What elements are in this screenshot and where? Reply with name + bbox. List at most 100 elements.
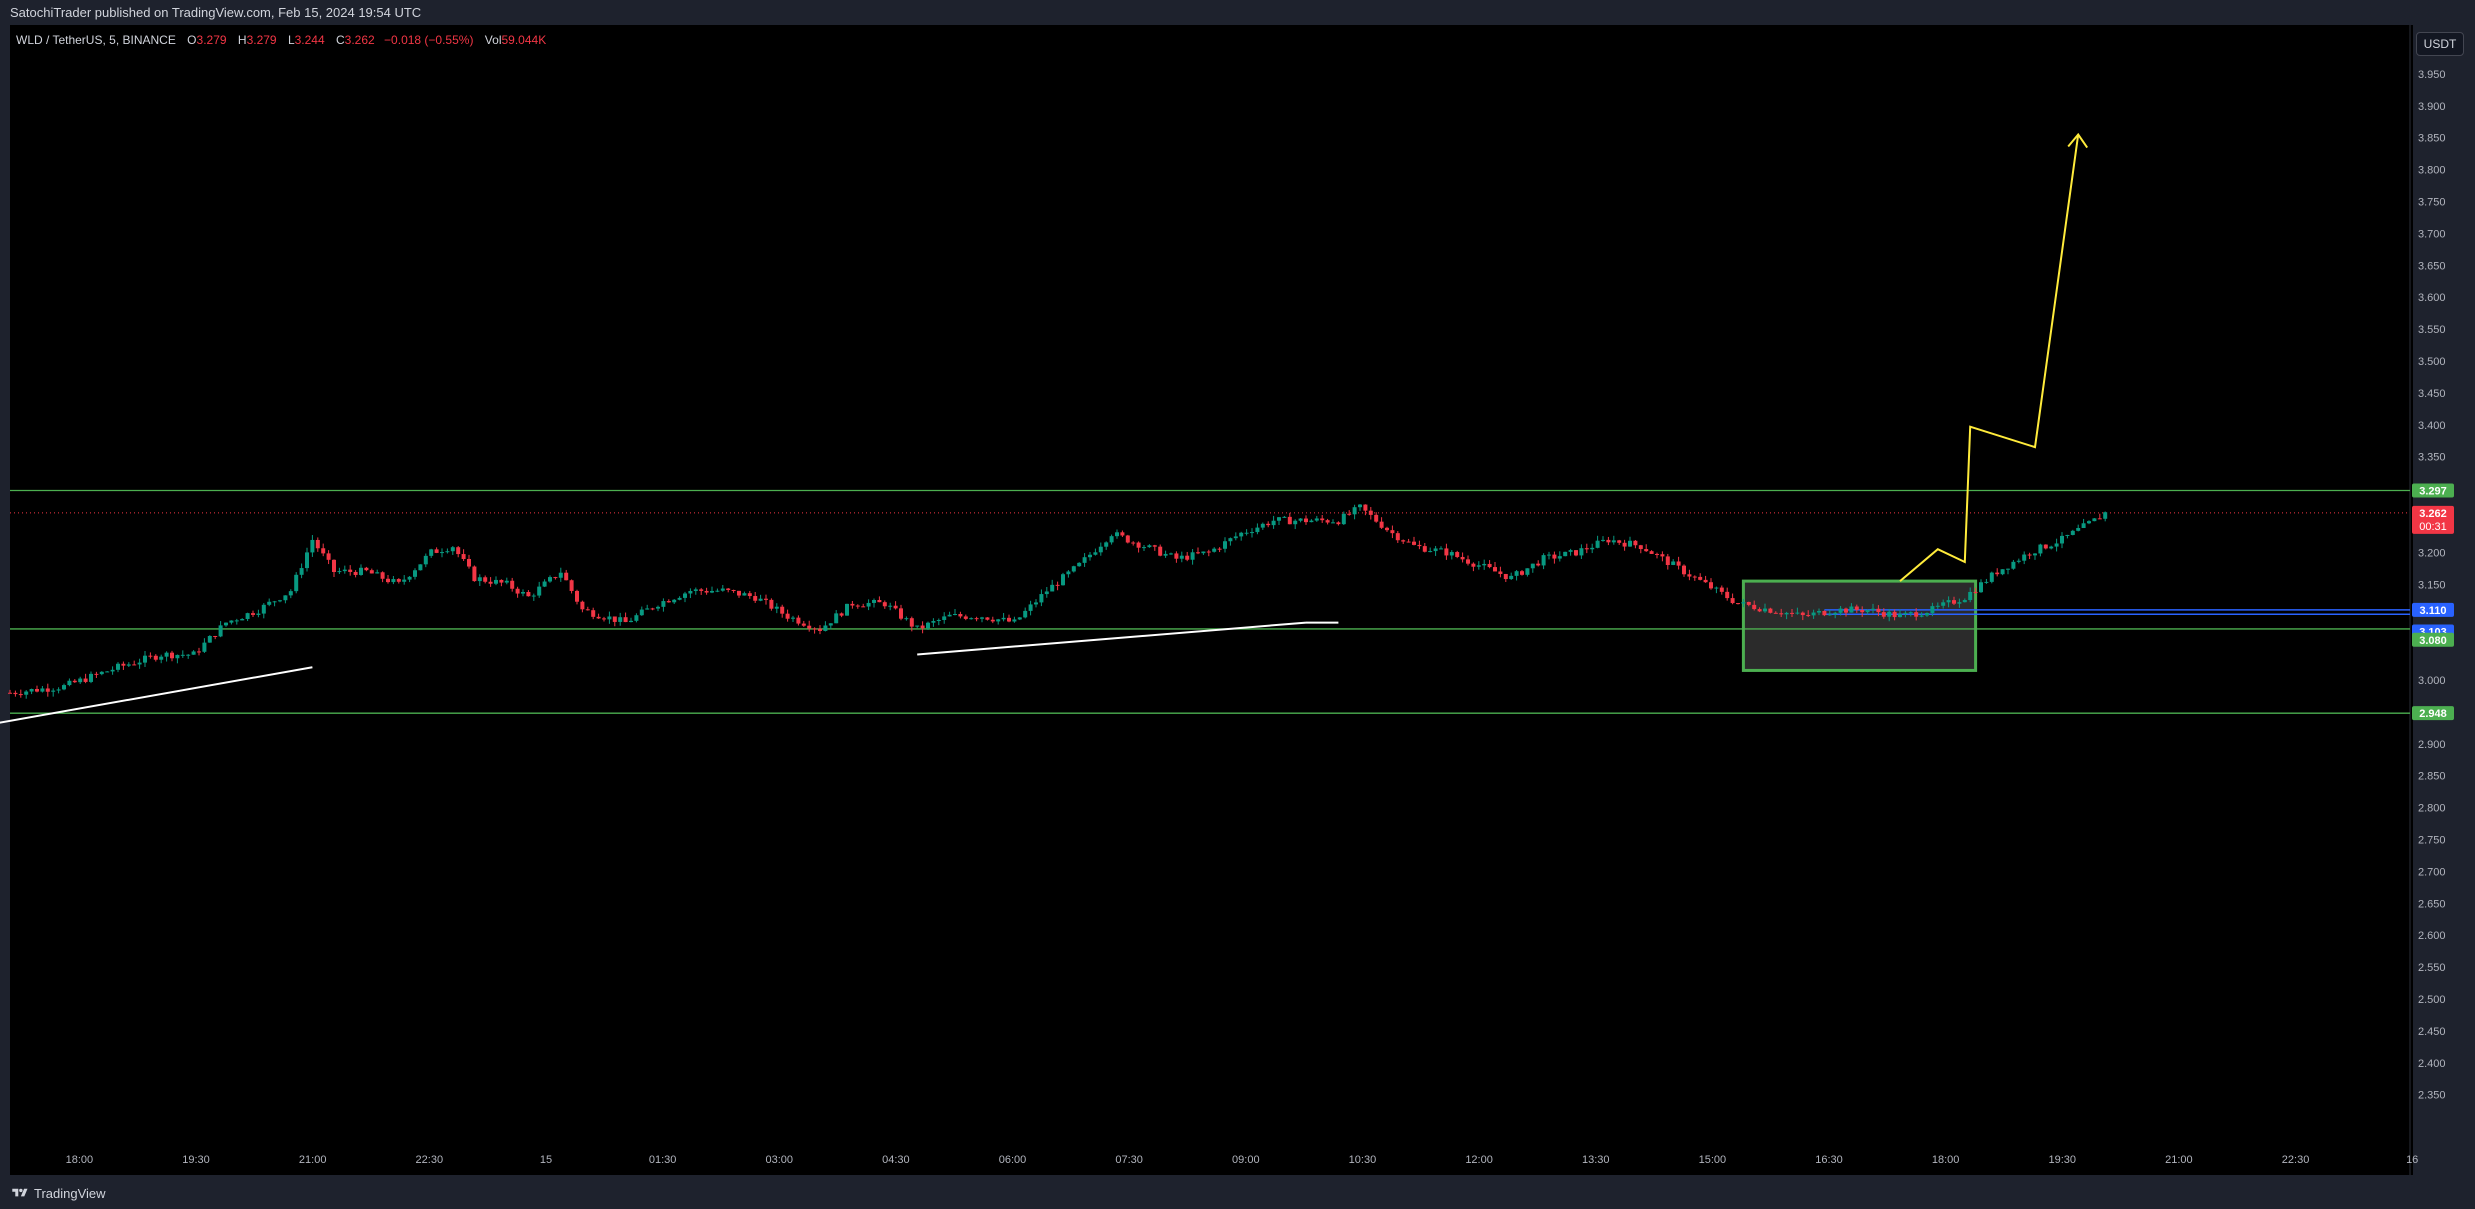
candle — [1746, 601, 1751, 607]
candle-body — [1309, 520, 1314, 523]
candle-body — [2016, 560, 2021, 562]
candle — [1563, 551, 1568, 557]
candle — [418, 564, 423, 571]
candle-body — [83, 678, 88, 682]
y-tick-label: 3.150 — [2418, 579, 2446, 591]
candle-body — [78, 678, 83, 683]
candle-body — [1520, 571, 1524, 575]
current-price-badge-countdown: 00:31 — [2419, 521, 2447, 533]
high-label: H — [237, 33, 247, 47]
candle — [2011, 559, 2016, 570]
candle — [1071, 565, 1076, 573]
low-label: L — [287, 33, 295, 47]
candle — [1390, 525, 1395, 539]
candle-body — [1817, 610, 1821, 613]
candle — [1212, 547, 1217, 553]
candle — [1811, 609, 1816, 619]
candle-body — [72, 680, 77, 683]
candle-body — [213, 635, 218, 637]
candle-body — [1536, 563, 1541, 566]
candle — [764, 594, 768, 605]
candle — [1552, 551, 1557, 564]
candle-body — [380, 572, 385, 579]
x-tick-label: 09:00 — [1232, 1154, 1260, 1166]
candle-body — [1622, 542, 1627, 547]
tradingview-logo-icon[interactable] — [10, 1187, 30, 1199]
candle — [342, 565, 347, 574]
candle — [580, 600, 585, 613]
candle — [510, 577, 515, 592]
candle-body — [1568, 550, 1573, 552]
y-tick-label: 3.200 — [2418, 547, 2446, 559]
blue-level-badge-bg — [2412, 602, 2454, 617]
candle — [116, 662, 120, 673]
candle — [1773, 611, 1778, 614]
candle-body — [1001, 617, 1006, 620]
open-label: O — [187, 33, 197, 47]
candle — [310, 535, 315, 557]
candle-body — [1649, 551, 1654, 554]
candle-body — [494, 579, 498, 584]
candle-body — [1028, 604, 1033, 611]
x-tick-label: 15 — [540, 1154, 552, 1166]
candle — [688, 588, 693, 599]
x-tick-label: 15:00 — [1699, 1154, 1727, 1166]
symbol-title[interactable]: WLD / TetherUS, 5, BINANCE — [16, 33, 176, 47]
candle — [969, 617, 974, 620]
candle — [1530, 563, 1535, 573]
candle — [1865, 609, 1870, 615]
y-tick-label: 2.350 — [2418, 1090, 2446, 1102]
close-value: 3.262 — [344, 33, 375, 47]
candle-body — [1779, 613, 1784, 615]
candle-body — [661, 601, 666, 607]
candle-body — [1476, 565, 1481, 567]
candle-body — [197, 651, 201, 653]
candle-body — [575, 590, 579, 602]
candle-body — [35, 689, 39, 692]
candle-body — [1682, 565, 1686, 575]
candle-body — [229, 620, 234, 623]
candle — [920, 621, 925, 634]
candle — [359, 564, 363, 576]
candle — [321, 543, 326, 557]
candle-body — [796, 617, 801, 624]
candle — [99, 671, 104, 676]
currency-unit-button[interactable]: USDT — [2416, 32, 2464, 56]
candle-body — [413, 570, 417, 577]
candle-body — [1773, 612, 1778, 614]
candle-body — [1487, 563, 1492, 568]
candle — [1800, 611, 1805, 621]
candle — [656, 605, 660, 612]
candle — [1228, 537, 1233, 546]
candle — [693, 587, 698, 595]
candle — [1741, 598, 1746, 608]
candle — [1163, 550, 1168, 558]
candle-body — [677, 597, 682, 600]
candle-body — [688, 590, 693, 594]
candle — [1601, 536, 1605, 542]
candle-body — [801, 623, 806, 626]
candle-body — [2103, 512, 2108, 519]
chart-area[interactable] — [10, 25, 2413, 1175]
candle-body — [2054, 543, 2059, 547]
candle-body — [666, 601, 671, 603]
candle-body — [1844, 608, 1848, 613]
candle-body — [1638, 545, 1643, 550]
candle-body — [1509, 575, 1514, 580]
x-tick-label: 06:00 — [999, 1154, 1027, 1166]
candle-body — [1962, 600, 1967, 603]
candle-body — [396, 579, 401, 582]
candle-body — [774, 606, 779, 609]
candle — [1044, 587, 1049, 598]
candle — [1995, 568, 2000, 577]
candle-body — [1752, 604, 1757, 610]
candle — [467, 554, 471, 569]
candle-body — [402, 579, 407, 582]
candle — [1935, 602, 1940, 610]
candle-body — [1941, 602, 1946, 606]
candle — [2065, 534, 2070, 539]
candle-body — [1136, 542, 1141, 548]
candle-body — [483, 577, 488, 582]
footer-brand[interactable]: TradingView — [34, 1185, 106, 1201]
